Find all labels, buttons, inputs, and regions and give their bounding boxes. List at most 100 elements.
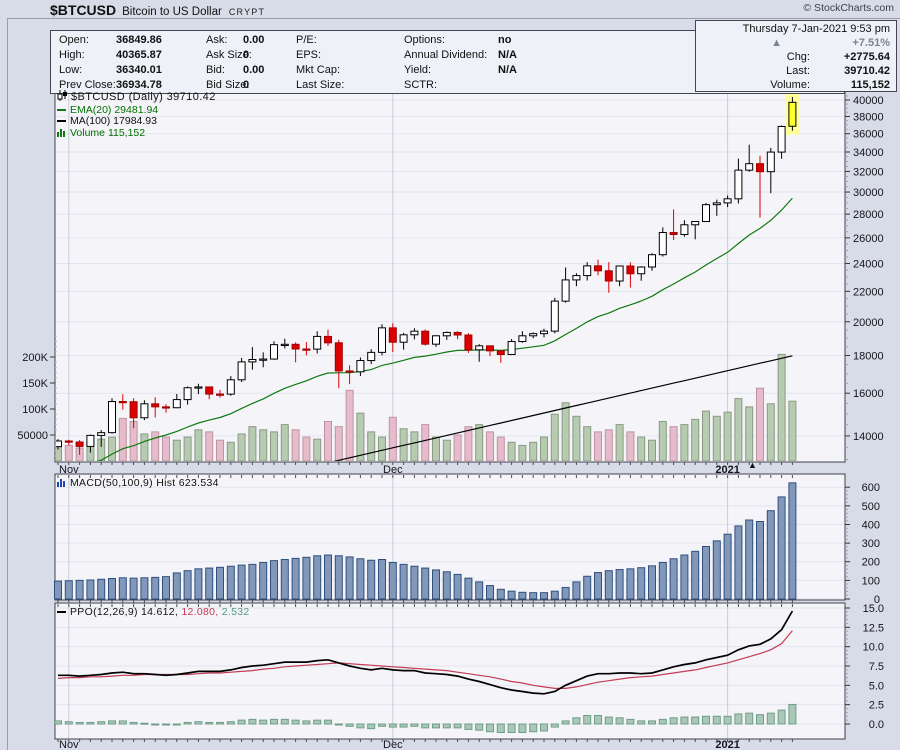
ema-legend: EMA(20) 29481.94: [70, 103, 159, 116]
svg-text:400: 400: [862, 519, 880, 531]
svg-text:0: 0: [874, 594, 880, 606]
quote-asksize-label: Ask Size:: [206, 49, 252, 61]
change-info-box: Thursday 7-Jan-2021 9:53 pm ▲ +7.51% Chg:…: [695, 20, 897, 92]
svg-text:Nov: Nov: [59, 739, 79, 750]
ppo-line-icon: [57, 611, 66, 614]
svg-text:100: 100: [862, 575, 880, 587]
quote-yield-value: N/A: [498, 64, 517, 76]
symbol-name: Bitcoin to US Dollar: [122, 6, 222, 18]
svg-text:22000: 22000: [853, 286, 884, 298]
svg-text:16000: 16000: [853, 388, 884, 400]
svg-text:28000: 28000: [853, 209, 884, 221]
svg-text:Dec: Dec: [383, 464, 403, 476]
ppo-value: PPO(12,26,9) 14.612,: [70, 606, 179, 618]
quote-eps-label: EPS:: [296, 49, 322, 61]
svg-text:200: 200: [862, 557, 880, 569]
quote-prevclose-value: 36934.78: [116, 79, 162, 91]
svg-text:5.0: 5.0: [869, 680, 884, 692]
quote-dividend-value: N/A: [498, 49, 517, 61]
quote-column-fundamentals: P/E: EPS: Mkt Cap: Last Size:: [296, 34, 344, 94]
up-triangle-icon: ▲: [771, 37, 782, 49]
macd-legend-text: MACD(50,100,9) Hist 623.534: [70, 477, 219, 489]
symbol-title: $BTCUSD: [50, 2, 117, 18]
macd-legend: MACD(50,100,9) Hist 623.534: [57, 477, 219, 490]
svg-text:40000: 40000: [853, 95, 884, 107]
percent-change-value: +7.51%: [852, 37, 890, 49]
svg-text:38000: 38000: [853, 111, 884, 123]
quote-lastsize-label: Last Size:: [296, 79, 345, 91]
quote-sctr-label: SCTR:: [404, 79, 437, 91]
quote-dividend-label: Annual Dividend:: [404, 49, 488, 61]
svg-text:50000: 50000: [17, 430, 48, 442]
svg-text:32000: 32000: [853, 166, 884, 178]
quote-pe-label: P/E:: [296, 34, 317, 46]
ema-line-icon: [57, 108, 66, 111]
svg-text:300: 300: [862, 538, 880, 550]
quote-options-value: no: [498, 34, 512, 46]
main-chart-legend: $BTCUSD (Daily) 39710.42 EMA(20) 29481.9…: [57, 90, 216, 140]
svg-text:2021: 2021: [715, 464, 739, 476]
symbol-exchange: CRYPT: [228, 7, 266, 17]
quote-ask-value: 0.00: [243, 34, 265, 46]
svg-text:20000: 20000: [853, 317, 884, 329]
quote-prevclose-label: Prev Close:: [59, 79, 116, 91]
frame-divider-horizontal: [7, 18, 900, 19]
title-bar: © StockCharts.com $BTCUSD Bitcoin to US D…: [50, 2, 894, 18]
last-value: 39710.42: [844, 65, 890, 77]
candlestick-icon: [57, 90, 68, 105]
svg-text:34000: 34000: [853, 147, 884, 159]
svg-text:0.0: 0.0: [869, 719, 884, 731]
last-label: Last:: [786, 65, 810, 77]
quote-bidsize-label: Bid Size:: [206, 79, 250, 91]
svg-text:15.0: 15.0: [863, 603, 884, 615]
quote-bid-value: 0.00: [243, 64, 265, 76]
svg-text:10.0: 10.0: [863, 642, 884, 654]
quote-column-bidask: Ask: 0.00 Ask Size:0 Bid: 0.00 Bid Size:0: [206, 34, 264, 94]
ma-line-icon: [57, 120, 66, 123]
svg-text:600: 600: [862, 482, 880, 494]
quote-options-label: Options:: [404, 34, 445, 46]
quote-bidsize-value: 0: [243, 79, 250, 91]
quote-yield-label: Yield:: [404, 64, 432, 76]
svg-text:24000: 24000: [853, 258, 884, 270]
frame-divider-vertical: [7, 18, 8, 750]
quote-column-ohlc: Open: 36849.86 High: 40365.87 Low: 36340.01…: [59, 34, 162, 94]
svg-text:2.5: 2.5: [869, 700, 884, 712]
quote-column-options: Options: no Annual Dividend: N/A Yield: N/A…: [404, 34, 517, 94]
quote-asksize-value: 0: [243, 49, 250, 61]
quote-date: Thursday 7-Jan-2021 9:53 pm: [742, 23, 890, 35]
quote-high-value: 40365.87: [116, 49, 162, 61]
svg-text:100K: 100K: [22, 404, 48, 416]
svg-text:2021: 2021: [715, 739, 739, 750]
quote-high-label: High:: [59, 49, 85, 61]
ppo-signal-value: 12.080,: [181, 606, 219, 618]
svg-text:500: 500: [862, 501, 880, 513]
quote-low-value: 36340.01: [116, 64, 162, 76]
svg-text:Dec: Dec: [383, 739, 403, 750]
stockcharts-credit: © StockCharts.com: [803, 2, 894, 14]
ppo-legend: PPO(12,26,9) 14.612, 12.080, 2.532: [57, 606, 250, 618]
svg-text:12.5: 12.5: [863, 622, 884, 634]
ppo-hist-value: 2.532: [221, 606, 250, 618]
svg-text:26000: 26000: [853, 233, 884, 245]
chg-value: +2775.64: [843, 51, 890, 63]
svg-text:18000: 18000: [853, 351, 884, 363]
volume-value: 115,152: [850, 79, 890, 91]
macd-histogram-icon: [57, 478, 67, 490]
svg-text:36000: 36000: [853, 129, 884, 141]
svg-text:150K: 150K: [22, 378, 48, 390]
ma-legend: MA(100) 17984.93: [70, 115, 157, 127]
svg-text:7.5: 7.5: [869, 661, 884, 673]
main-legend-title: $BTCUSD (Daily) 39710.42: [71, 91, 216, 103]
svg-text:Nov: Nov: [59, 464, 79, 476]
volume-label: Volume:: [770, 79, 810, 91]
chg-label: Chg:: [786, 51, 810, 63]
svg-text:200K: 200K: [22, 352, 48, 364]
quote-open-value: 36849.86: [116, 34, 162, 46]
quote-ask-label: Ask:: [206, 34, 228, 46]
quote-low-label: Low:: [59, 64, 83, 76]
quote-bid-label: Bid:: [206, 64, 225, 76]
quote-mktcap-label: Mkt Cap:: [296, 64, 341, 76]
